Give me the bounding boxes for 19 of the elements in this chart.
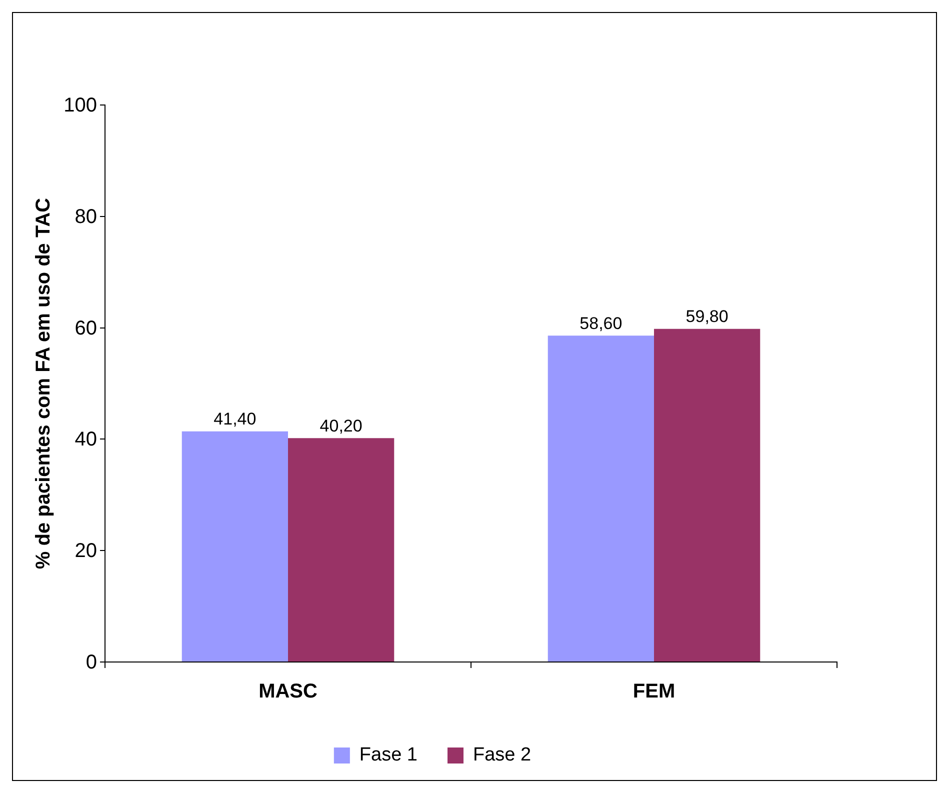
- legend-label: Fase 1: [359, 744, 418, 766]
- y-tick-label: 20: [74, 540, 97, 562]
- data-label: 59,80: [686, 307, 728, 326]
- y-tick-label: 80: [74, 206, 97, 228]
- x-tick-label: MASC: [258, 680, 318, 703]
- y-axis-title: % de pacientes com FA em uso de TAC: [32, 198, 55, 570]
- bar: [548, 336, 654, 662]
- data-label: 40,20: [320, 416, 362, 436]
- y-tick-label: 60: [74, 317, 97, 340]
- y-tick-label: 100: [64, 94, 97, 116]
- y-tick-label: 40: [74, 428, 97, 451]
- bar: [182, 431, 288, 662]
- x-tick-label: FEM: [632, 680, 676, 703]
- data-label: 58,60: [580, 314, 622, 333]
- bar: [654, 328, 760, 662]
- data-label: 41,40: [214, 410, 256, 429]
- legend-label: Fase 2: [473, 744, 532, 766]
- y-tick-label: 0: [86, 652, 97, 674]
- bar: [288, 438, 394, 662]
